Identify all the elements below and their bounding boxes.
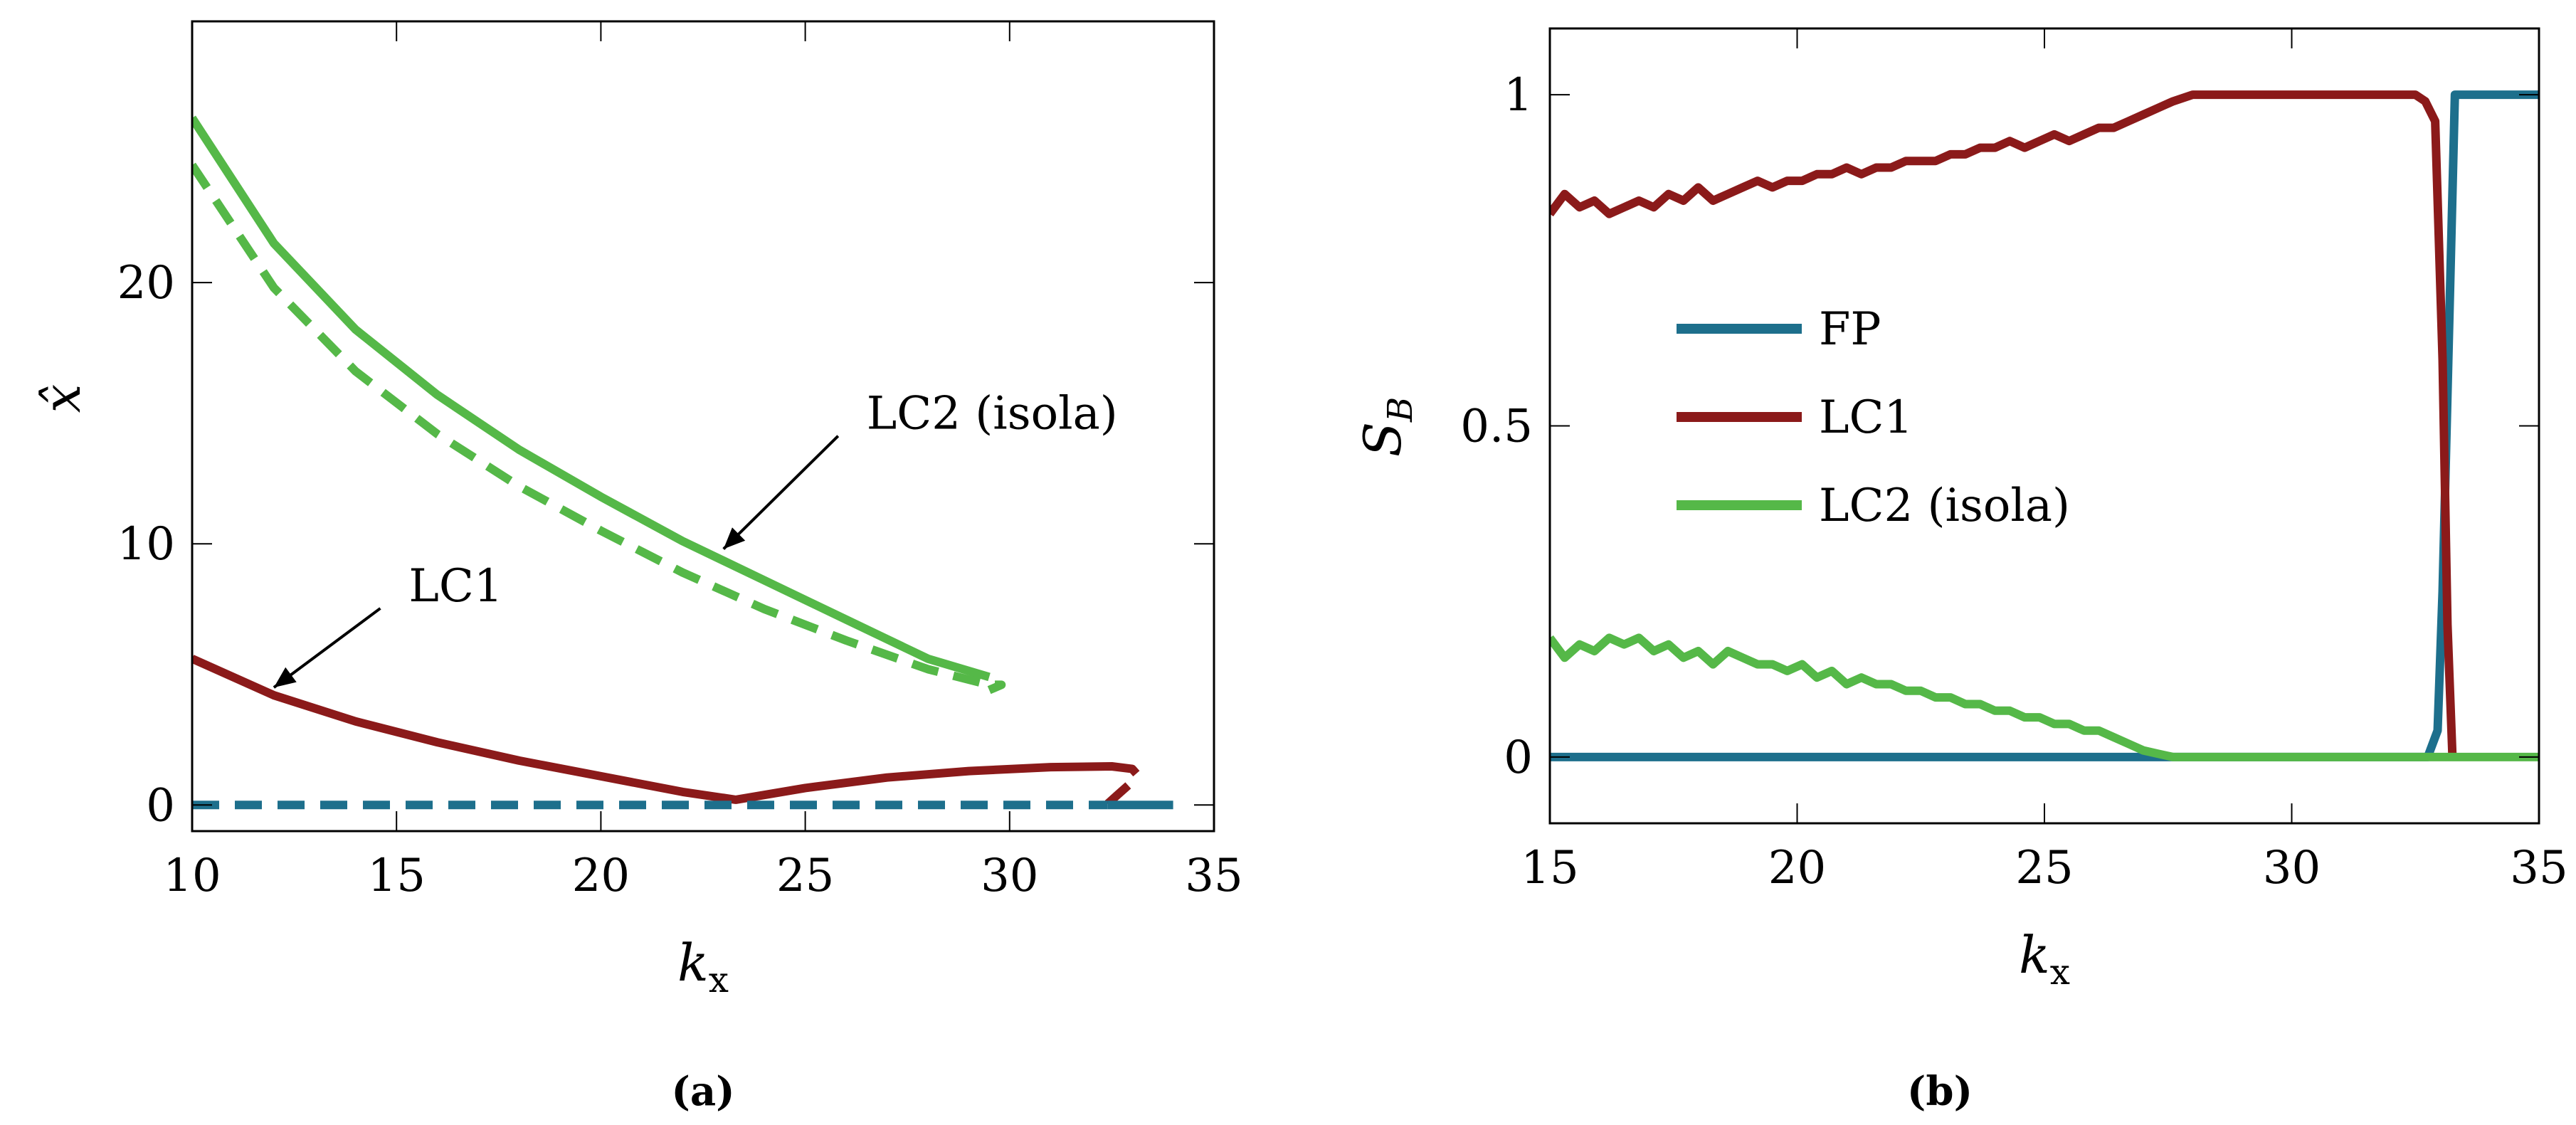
- annotation-arrow-head: [273, 667, 297, 688]
- x-tick-label: 30: [2263, 842, 2321, 894]
- y-tick-label: 0: [146, 779, 175, 832]
- annotation-arrow-line: [722, 435, 840, 550]
- legend-label: LC1: [1819, 391, 1913, 444]
- x-tick-label: 35: [2510, 842, 2567, 894]
- panel-b: 15 20 25 30 35 0 0.5 1 kx SB FP LC1 LC2 (isola): [1353, 27, 2568, 993]
- x-tick-label: 15: [1521, 842, 1578, 894]
- series-line-lc2-unstable: [192, 162, 1006, 694]
- caption-b: (b): [1907, 1068, 1973, 1115]
- annotation-lc2: LC2 (isola): [867, 388, 1118, 440]
- plot-frame: [191, 20, 1215, 833]
- caption-a: (a): [671, 1068, 734, 1115]
- y-tick-label: 10: [117, 518, 175, 571]
- plot-frame: [1548, 27, 2540, 825]
- y-tick-label: 1: [1504, 69, 1533, 122]
- series-group: [192, 115, 1173, 810]
- annotation-arrow-head: [723, 527, 746, 549]
- x-tick-label: 10: [163, 850, 221, 902]
- x-tick-label: 30: [981, 850, 1038, 902]
- x-tick-label: 35: [1185, 850, 1242, 902]
- series-line-lc2-stable: [192, 115, 991, 682]
- x-axis-label-sub: x: [2050, 951, 2070, 993]
- annotation-lc1: LC1: [408, 560, 502, 613]
- legend-label: LC2 (isola): [1819, 480, 2070, 532]
- x-axis-label-sub: x: [709, 959, 729, 1000]
- series-line-lc1-branch: [1104, 782, 1131, 807]
- y-axis-label: x̂: [32, 384, 92, 413]
- y-tick-label: 0.5: [1460, 401, 1533, 453]
- x-axis-label: kx: [677, 933, 729, 1000]
- x-tick-label: 20: [1768, 842, 1826, 894]
- y-axis-label: SB: [1353, 397, 1420, 458]
- x-tick-label: 25: [2015, 842, 2073, 894]
- y-tick-label: 20: [117, 257, 175, 310]
- legend-label: FP: [1819, 303, 1881, 356]
- y-tick-label: 0: [1504, 731, 1533, 784]
- x-axis-label: kx: [2019, 925, 2070, 993]
- series-group: [1550, 90, 2539, 761]
- panel-a: 10 15 20 25 30 35 0 10 20 kx x̂ LC2 (isola) LC1: [32, 20, 1243, 1000]
- series-line-lc2-isola: [1550, 633, 2539, 761]
- x-tick-label: 25: [776, 850, 834, 902]
- x-tick-label: 15: [367, 850, 425, 902]
- series-line-lc1: [1550, 90, 2457, 758]
- series-line-lc1: [192, 655, 1140, 804]
- annotation-arrow-line: [273, 607, 381, 689]
- series-line-fp: [1550, 90, 2539, 761]
- y-axis-label-sub: B: [1381, 397, 1420, 423]
- legend: FP LC1 LC2 (isola): [1677, 303, 2070, 532]
- x-tick-label: 20: [572, 850, 630, 902]
